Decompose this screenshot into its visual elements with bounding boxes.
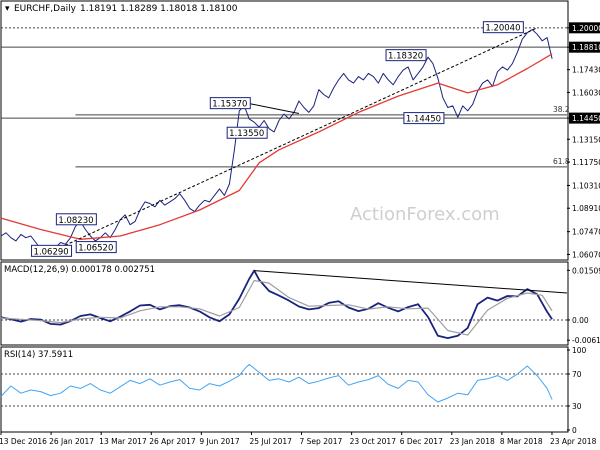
price-highlight-box [569, 41, 600, 53]
price-annotation-box [482, 21, 524, 34]
axis-layer: 1.20000 1.18810 1.17430 1.16030 1.14450 1.131… [0, 22, 600, 446]
rsi-y-tick-label: 100 [572, 346, 587, 355]
x-tick-label: 26 Apr 2017 [149, 437, 196, 446]
price-y-tick-label: 1.06070 [572, 250, 600, 259]
rsi-line [0, 363, 553, 403]
macd-signal-line [0, 279, 553, 336]
x-tick-label: 26 Jan 2017 [49, 437, 94, 446]
price-y-tick-label: 1.07470 [572, 228, 600, 237]
fib-level-label: 38.2 [553, 105, 570, 114]
x-tick-label: 13 Dec 2016 [0, 437, 47, 446]
watermark: ActionForex.com [350, 204, 500, 225]
price-annotation: 1.06290 [34, 247, 69, 257]
x-tick-label: 8 Mar 2018 [500, 437, 543, 446]
fib-level-label: 61.8 [553, 157, 570, 166]
macd-y-tick-label: 0.015092 [572, 266, 600, 275]
moving-average-series [0, 53, 553, 240]
price-y-tick-label: 1.20000 [572, 24, 600, 33]
macd-panel [0, 261, 569, 346]
symbol-label: EURCHF,Daily [14, 4, 77, 14]
macd-line [0, 269, 553, 339]
x-tick-label: 13 Mar 2017 [99, 437, 147, 446]
price-panel [0, 0, 569, 261]
price-annotation: 1.18320 [388, 52, 423, 62]
rsi-title: RSI(14) 37.5911 [4, 350, 73, 360]
x-tick-label: 9 Jun 2017 [199, 437, 240, 446]
price-annotation-box [75, 241, 117, 254]
macd-series-layer [0, 269, 568, 339]
price-icon: ▾ [5, 4, 10, 14]
price-annotation: 1.08230 [58, 216, 93, 226]
rsi-y-tick-label: 30 [572, 402, 582, 411]
x-tick-label: 6 Dec 2017 [400, 437, 443, 446]
price-annotation-box [31, 244, 73, 257]
price-y-tick-label: 1.14450 [572, 114, 600, 123]
macd-y-tick-label: -0.006163 [572, 336, 600, 345]
price-annotation-box [55, 213, 97, 226]
trendline [254, 270, 568, 294]
price-y-tick-label: 1.17430 [572, 66, 600, 75]
price-highlight-box [569, 112, 600, 124]
x-tick-label: 23 Oct 2017 [350, 437, 397, 446]
x-tick-label: 23 Apr 2018 [550, 437, 597, 446]
price-y-tick-label: 1.18810 [572, 43, 600, 52]
price-annotation: 1.06520 [78, 244, 113, 254]
rsi-y-tick-label: 70 [572, 370, 582, 379]
price-series-layer: 38.2 61.8 1.20040 1.18320 1.15370 1.13550 1.14… [0, 21, 570, 257]
price-annotation-box [209, 97, 251, 110]
rsi-series-layer [0, 363, 567, 407]
trendline [247, 102, 299, 115]
price-y-tick-label: 1.13150 [572, 135, 600, 144]
x-tick-label: 23 Jan 2018 [450, 437, 495, 446]
price-annotation: 1.14450 [406, 115, 441, 125]
price-annotation-box [385, 49, 427, 62]
trendline [60, 27, 538, 248]
price-annotation: 1.13550 [229, 129, 264, 139]
rsi-y-tick-label: 0 [572, 426, 577, 435]
macd-title: MACD(12,26,9) 0.000178 0.002751 [4, 265, 155, 275]
price-annotation-box [403, 112, 445, 125]
price-y-tick-label: 1.10310 [572, 181, 600, 190]
price-annotation-box [226, 126, 268, 139]
rsi-panel [0, 346, 569, 433]
price-y-tick-label: 1.11750 [572, 158, 600, 167]
macd-y-tick-label: 0.00 [572, 316, 589, 325]
ohlc-label: 1.18191 1.18289 1.18018 1.18100 [80, 4, 238, 14]
x-tick-label: 25 Jul 2017 [249, 437, 292, 446]
price-annotation: 1.20040 [485, 24, 520, 34]
price-annotation: 1.15370 [212, 100, 247, 110]
price-y-tick-label: 1.16030 [572, 88, 600, 97]
price-y-tick-label: 1.08910 [572, 204, 600, 213]
price-highlight-box [569, 22, 600, 34]
x-tick-label: 7 Sep 2017 [300, 437, 343, 446]
